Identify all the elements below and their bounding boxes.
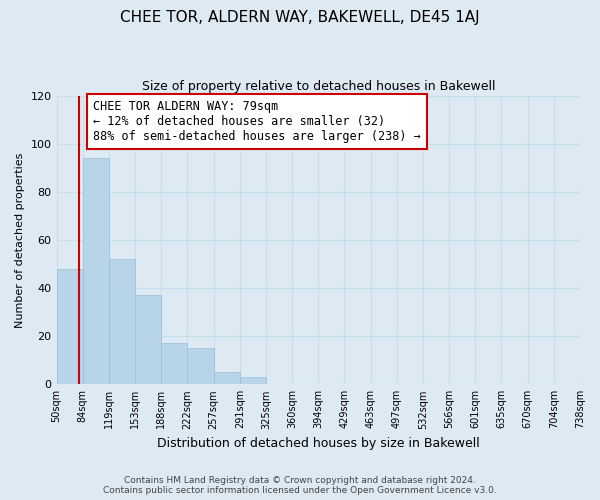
Bar xyxy=(135,296,161,384)
Text: CHEE TOR ALDERN WAY: 79sqm
← 12% of detached houses are smaller (32)
88% of semi: CHEE TOR ALDERN WAY: 79sqm ← 12% of deta… xyxy=(93,100,421,143)
Y-axis label: Number of detached properties: Number of detached properties xyxy=(15,152,25,328)
Bar xyxy=(109,259,135,384)
Bar xyxy=(214,372,240,384)
Bar xyxy=(161,344,187,384)
Title: Size of property relative to detached houses in Bakewell: Size of property relative to detached ho… xyxy=(142,80,495,93)
Text: Contains HM Land Registry data © Crown copyright and database right 2024.
Contai: Contains HM Land Registry data © Crown c… xyxy=(103,476,497,495)
Bar xyxy=(240,377,266,384)
X-axis label: Distribution of detached houses by size in Bakewell: Distribution of detached houses by size … xyxy=(157,437,479,450)
Bar xyxy=(83,158,109,384)
Bar xyxy=(187,348,214,385)
Text: CHEE TOR, ALDERN WAY, BAKEWELL, DE45 1AJ: CHEE TOR, ALDERN WAY, BAKEWELL, DE45 1AJ xyxy=(120,10,480,25)
Bar xyxy=(56,269,83,384)
